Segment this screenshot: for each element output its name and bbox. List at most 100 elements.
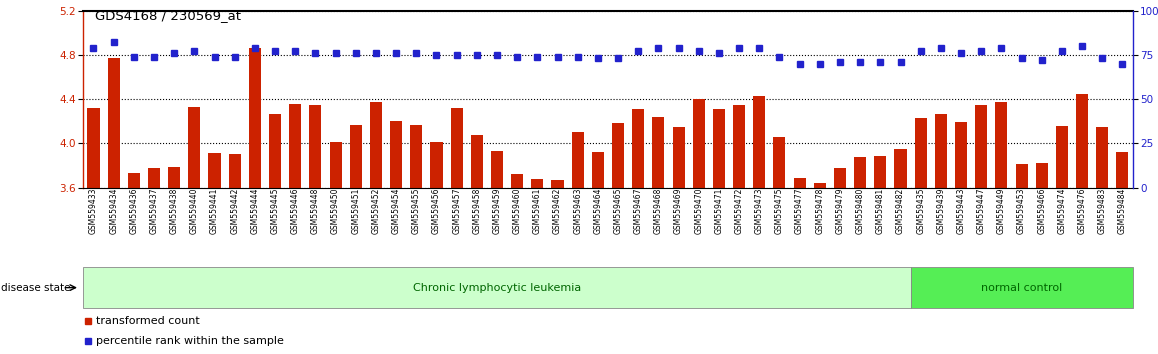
Bar <box>290 103 301 188</box>
Text: GSM559436: GSM559436 <box>130 188 138 234</box>
Bar <box>874 155 886 188</box>
Text: GSM559466: GSM559466 <box>1038 188 1046 234</box>
Text: GSM559433: GSM559433 <box>89 188 98 234</box>
Text: GSM559453: GSM559453 <box>1017 188 1026 234</box>
Bar <box>592 152 604 188</box>
Text: GSM559484: GSM559484 <box>1117 188 1127 234</box>
Bar <box>127 173 140 188</box>
Text: Chronic lymphocytic leukemia: Chronic lymphocytic leukemia <box>413 282 581 293</box>
Text: GSM559470: GSM559470 <box>695 188 703 234</box>
Text: GSM559435: GSM559435 <box>916 188 925 234</box>
Text: GSM559482: GSM559482 <box>896 188 906 234</box>
Bar <box>713 109 725 188</box>
Text: GSM559447: GSM559447 <box>976 188 985 234</box>
Bar <box>1056 126 1068 188</box>
Text: GDS4168 / 230569_at: GDS4168 / 230569_at <box>95 9 241 22</box>
Bar <box>208 153 220 188</box>
Bar <box>309 105 322 188</box>
Bar <box>1116 152 1129 188</box>
Bar <box>269 114 281 188</box>
Bar <box>611 124 624 188</box>
Text: GSM559478: GSM559478 <box>815 188 824 234</box>
Text: GSM559437: GSM559437 <box>149 188 159 234</box>
Bar <box>975 105 988 188</box>
Text: GSM559480: GSM559480 <box>856 188 865 234</box>
Bar <box>390 121 402 188</box>
Bar <box>955 122 967 188</box>
Bar <box>249 48 261 188</box>
Text: GSM559460: GSM559460 <box>513 188 521 234</box>
Bar <box>189 107 200 188</box>
Text: GSM559455: GSM559455 <box>412 188 420 234</box>
Text: percentile rank within the sample: percentile rank within the sample <box>96 336 284 346</box>
Bar <box>910 267 1133 308</box>
Text: GSM559479: GSM559479 <box>835 188 844 234</box>
Bar <box>814 183 826 188</box>
Text: GSM559452: GSM559452 <box>372 188 381 234</box>
Bar <box>168 167 181 188</box>
Text: GSM559441: GSM559441 <box>210 188 219 234</box>
Bar <box>652 117 665 188</box>
Text: GSM559445: GSM559445 <box>271 188 279 234</box>
Bar <box>753 96 765 188</box>
Bar <box>350 125 361 188</box>
Bar <box>996 102 1007 188</box>
Bar <box>894 149 907 188</box>
Text: GSM559472: GSM559472 <box>734 188 743 234</box>
Text: GSM559457: GSM559457 <box>452 188 461 234</box>
Text: GSM559442: GSM559442 <box>230 188 240 234</box>
Bar <box>1035 163 1048 188</box>
Text: GSM559468: GSM559468 <box>654 188 662 234</box>
Bar <box>471 135 483 188</box>
Bar <box>431 142 442 188</box>
Text: GSM559459: GSM559459 <box>492 188 501 234</box>
Bar <box>1097 127 1108 188</box>
Text: GSM559477: GSM559477 <box>796 188 804 234</box>
Text: normal control: normal control <box>981 282 1062 293</box>
Text: GSM559443: GSM559443 <box>957 188 966 234</box>
Bar <box>855 157 866 188</box>
Bar <box>935 114 947 188</box>
Text: GSM559469: GSM559469 <box>674 188 683 234</box>
Text: GSM559481: GSM559481 <box>875 188 885 234</box>
Bar <box>410 125 423 188</box>
Bar <box>834 168 846 188</box>
Text: GSM559483: GSM559483 <box>1098 188 1107 234</box>
Bar <box>491 151 503 188</box>
Bar <box>228 154 241 188</box>
Text: GSM559462: GSM559462 <box>554 188 562 234</box>
Text: GSM559465: GSM559465 <box>614 188 623 234</box>
Text: GSM559474: GSM559474 <box>1057 188 1067 234</box>
Bar <box>450 108 463 188</box>
Bar <box>692 99 705 188</box>
Bar <box>632 109 644 188</box>
Bar <box>532 179 543 188</box>
Text: GSM559451: GSM559451 <box>351 188 360 234</box>
Bar <box>793 178 806 188</box>
Bar <box>572 132 584 188</box>
Text: GSM559454: GSM559454 <box>391 188 401 234</box>
Text: GSM559450: GSM559450 <box>331 188 340 234</box>
Bar <box>83 267 910 308</box>
Bar <box>87 108 100 188</box>
Text: GSM559476: GSM559476 <box>1078 188 1086 234</box>
Bar <box>915 118 926 188</box>
Text: GSM559444: GSM559444 <box>250 188 259 234</box>
Text: GSM559471: GSM559471 <box>714 188 724 234</box>
Bar <box>511 175 523 188</box>
Text: GSM559434: GSM559434 <box>109 188 118 234</box>
Bar <box>733 105 745 188</box>
Text: GSM559438: GSM559438 <box>170 188 178 234</box>
Text: GSM559448: GSM559448 <box>310 188 320 234</box>
Text: GSM559439: GSM559439 <box>937 188 945 234</box>
Bar <box>369 102 382 188</box>
Text: disease state: disease state <box>1 282 71 293</box>
Bar <box>330 142 342 188</box>
Text: GSM559473: GSM559473 <box>755 188 764 234</box>
Text: GSM559467: GSM559467 <box>633 188 643 234</box>
Text: GSM559458: GSM559458 <box>472 188 482 234</box>
Text: GSM559456: GSM559456 <box>432 188 441 234</box>
Bar <box>108 58 119 188</box>
Text: GSM559440: GSM559440 <box>190 188 199 234</box>
Text: GSM559463: GSM559463 <box>573 188 582 234</box>
